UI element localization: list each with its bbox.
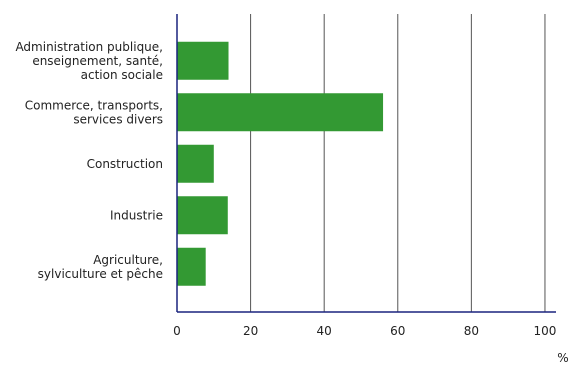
bar-4 bbox=[177, 247, 206, 286]
x-tick-label-3: 60 bbox=[390, 324, 405, 338]
category-label-1: Commerce, transports, services divers bbox=[25, 98, 163, 126]
category-label-3: Industrie bbox=[110, 208, 163, 222]
x-tick-label-0: 0 bbox=[173, 324, 181, 338]
x-tick-label-1: 20 bbox=[243, 324, 258, 338]
tick-labels: 0 20 40 60 80 100 bbox=[173, 324, 556, 338]
x-tick-label-4: 80 bbox=[464, 324, 479, 338]
category-labels: Administration publique, enseignement, sa… bbox=[15, 40, 163, 281]
category-label-2: Construction bbox=[87, 157, 163, 171]
bar-0 bbox=[177, 41, 229, 80]
x-tick-label-2: 40 bbox=[317, 324, 332, 338]
bar-3 bbox=[177, 196, 228, 235]
axes bbox=[176, 14, 556, 313]
bar-1 bbox=[177, 93, 384, 132]
category-label-4: Agriculture, sylviculture et pêche bbox=[38, 253, 163, 281]
grid-lines bbox=[250, 14, 546, 312]
bars bbox=[177, 41, 384, 286]
x-axis-label: % bbox=[557, 351, 568, 365]
x-tick-label-5: 100 bbox=[534, 324, 557, 338]
bar-2 bbox=[177, 144, 214, 183]
category-label-0: Administration publique, enseignement, sa… bbox=[15, 40, 163, 82]
